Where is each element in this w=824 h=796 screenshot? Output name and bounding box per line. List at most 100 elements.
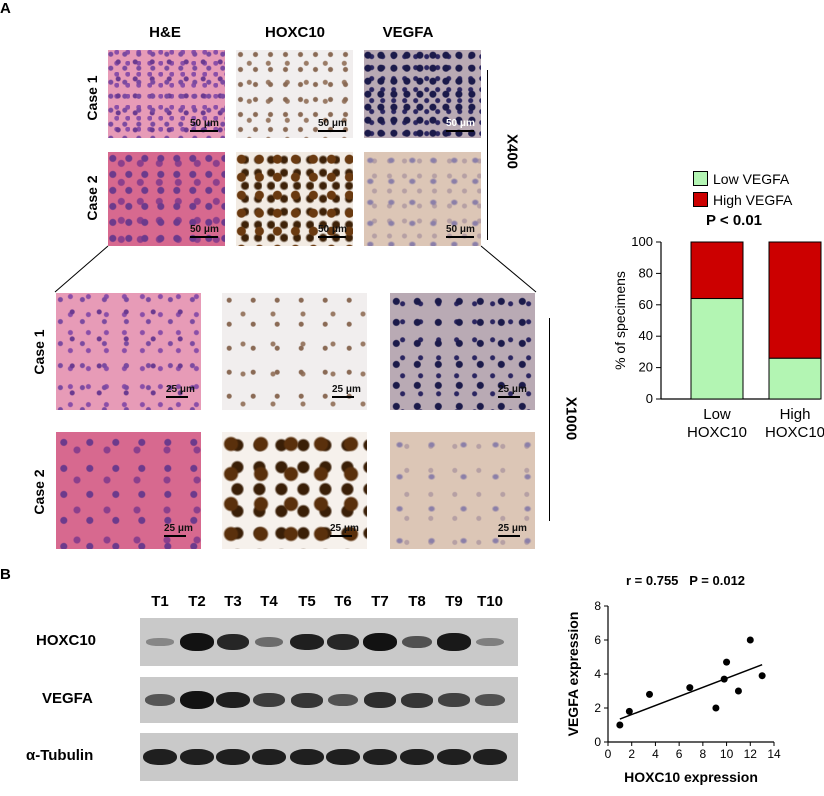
micrograph-he-case1-x1000: 25 μm <box>56 293 201 410</box>
blot-band <box>216 691 250 709</box>
micrograph-vegfa-case2-x400: 50 μm <box>364 152 481 246</box>
blot-band <box>363 748 397 766</box>
bar-category-label: Low <box>703 406 731 423</box>
scatter-x-tick-label: 12 <box>744 747 758 761</box>
legend-label-low-vegfa: Low VEGFA <box>713 171 790 187</box>
scatter-y-axis-label: VEGFA expression <box>565 612 581 737</box>
micrograph-he-case2-x400: 50 μm <box>108 152 225 246</box>
blot-band <box>437 748 471 766</box>
bar-y-tick-label: 80 <box>639 265 653 280</box>
blot-band <box>180 748 214 766</box>
scatter-point <box>723 658 731 666</box>
column-header-he: H&E <box>149 24 181 41</box>
blot-label-tubulin: α-Tubulin <box>26 747 94 764</box>
lane-label: T5 <box>298 593 316 610</box>
scatter-x-axis-label: HOXC10 expression <box>624 769 758 785</box>
bar-category-label: HOXC10 <box>765 424 824 441</box>
scatter-point <box>746 636 754 644</box>
scatter-point <box>720 675 728 683</box>
blot-band <box>290 633 324 651</box>
scale-label: 50 μm <box>446 224 475 235</box>
blot-band <box>180 633 214 651</box>
blot-band <box>401 635 433 649</box>
blot-band <box>473 748 507 766</box>
bar-segment-low-vegfa <box>768 357 822 400</box>
zoom-connector-lines <box>54 245 537 293</box>
lane-label: T1 <box>151 593 169 610</box>
column-header-vegfa: VEGFA <box>382 24 434 41</box>
scatter-x-tick-label: 10 <box>720 747 734 761</box>
lane-label: T2 <box>188 593 206 610</box>
bar-y-tick-label: 100 <box>631 234 653 249</box>
scatter-x-tick-label: 6 <box>676 747 683 761</box>
bar-y-tick-label: 0 <box>646 391 653 406</box>
scale-label: 25 μm <box>164 523 193 534</box>
scatter-point <box>625 707 633 715</box>
scatter-point <box>734 687 742 695</box>
scatter-y-tick-label: 0 <box>594 735 601 749</box>
scatter-y-tick-label: 6 <box>594 633 601 647</box>
bar-y-axis-label: % of specimens <box>612 271 628 370</box>
legend-item-high-vegfa: High VEGFA <box>693 192 792 208</box>
bar-segment-high-vegfa <box>768 241 822 359</box>
scatter-point <box>712 704 720 712</box>
scatter-title: r = 0.755 P = 0.012 <box>626 573 746 588</box>
scale-label: 25 μm <box>498 384 527 395</box>
magnification-bracket-x400 <box>487 70 488 240</box>
blot-band <box>437 633 471 651</box>
scale-label: 50 μm <box>190 118 219 129</box>
scale-label: 50 μm <box>446 118 475 129</box>
column-header-hoxc10: HOXC10 <box>264 24 326 41</box>
blot-band <box>326 748 360 766</box>
micrograph-he-case2-x1000: 25 μm <box>56 432 201 549</box>
scatter-x-tick-label: 8 <box>700 747 707 761</box>
scatter-point <box>616 721 624 729</box>
micrograph-he-case1-x400: 50 μm <box>108 50 225 138</box>
scale-label: 25 μm <box>330 523 359 534</box>
scale-label: 50 μm <box>318 224 347 235</box>
scale-label: 50 μm <box>318 118 347 129</box>
blot-band <box>400 748 434 766</box>
row-label-case-1-zoom: Case 1 <box>31 329 47 375</box>
scatter-point <box>646 690 653 698</box>
lane-label: T7 <box>371 593 389 610</box>
bar-segment-low-vegfa <box>690 298 744 400</box>
blot-band <box>401 692 433 708</box>
blot-band <box>326 633 360 651</box>
panel-b-letter: B <box>0 566 11 583</box>
bar-y-tick-label: 60 <box>639 297 653 312</box>
panel-a-letter: A <box>0 0 11 17</box>
magnification-label-x1000: X1000 <box>562 396 580 441</box>
p-value-text: P < 0.01 <box>706 212 763 229</box>
micrograph-vegfa-case1-x400: 50 μm <box>364 50 481 138</box>
bar-y-tick-label: 40 <box>639 328 653 343</box>
lane-label: T10 <box>477 593 503 610</box>
micrograph-vegfa-case1-x1000: 25 μm <box>390 293 535 410</box>
scatter-y-tick-label: 2 <box>594 701 601 715</box>
scatter-y-tick-label: 4 <box>594 667 601 681</box>
legend-label-high-vegfa: High VEGFA <box>713 192 793 208</box>
scatter-x-tick-label: 14 <box>767 747 781 761</box>
scatter-x-tick-label: 2 <box>628 747 635 761</box>
blot-label-vegfa: VEGFA <box>42 690 93 707</box>
scatter-chart-svg: 0 2 4 6 8 10 12 14 0 2 4 6 8 HOXC10 expression VEGFA e… <box>565 599 781 785</box>
blot-label-hoxc10: HOXC10 <box>36 632 97 649</box>
blot-band <box>180 691 214 709</box>
bar-segment-high-vegfa <box>690 241 744 300</box>
micrograph-hoxc10-case1-x1000: 25 μm <box>222 293 367 410</box>
scatter-x-tick-label: 0 <box>605 747 612 761</box>
blot-band <box>327 693 359 707</box>
blot-band <box>216 633 250 651</box>
blot-band <box>363 692 397 708</box>
bar-category-label: HOXC10 <box>687 424 747 441</box>
legend-swatch-high-vegfa <box>693 192 708 207</box>
micrograph-hoxc10-case2-x400: 50 μm <box>236 152 353 246</box>
micrograph-hoxc10-case2-x1000: 25 μm <box>222 432 367 549</box>
bar-y-tick-label: 20 <box>639 360 653 375</box>
scale-label: 25 μm <box>498 523 527 534</box>
scale-label: 25 μm <box>166 384 195 395</box>
blot-band <box>143 748 177 766</box>
lane-label: T8 <box>408 593 426 610</box>
row-label-case-2-zoom: Case 2 <box>31 469 47 515</box>
micrograph-vegfa-case2-x1000: 25 μm <box>390 432 535 549</box>
